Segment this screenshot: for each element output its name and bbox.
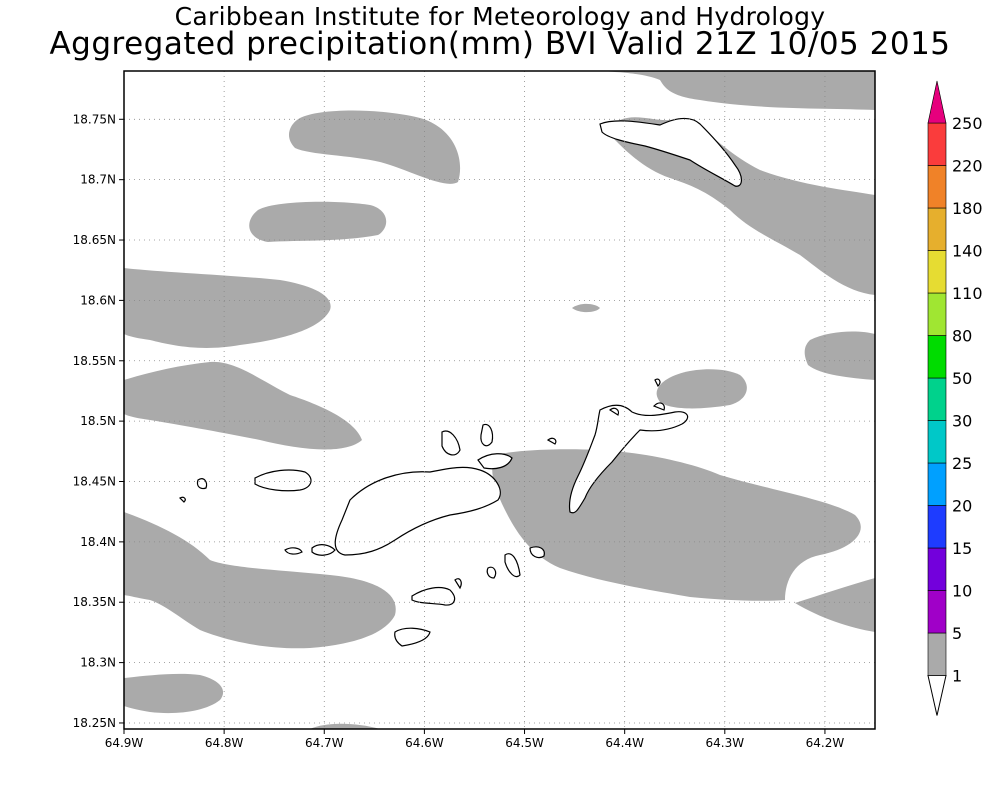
precip-area-west-1 — [124, 268, 331, 348]
colorbar-level-label: 25 — [952, 454, 972, 473]
colorbar-segment — [927, 632, 947, 676]
prickly-pear-island — [652, 402, 665, 411]
colorbar-segment — [927, 505, 947, 549]
fallen-jerusalem-island — [546, 437, 557, 445]
x-tick-label: 64.4W — [605, 736, 644, 750]
precip-area-northeast — [600, 71, 875, 110]
precip-area-west-2 — [124, 361, 362, 450]
islands — [178, 117, 742, 647]
colorbar-segment — [927, 122, 947, 166]
colorbar-level-label: 5 — [952, 624, 962, 643]
x-tick-label: 64.9W — [105, 736, 144, 750]
colorbar-level-label: 80 — [952, 327, 972, 346]
x-tick-label: 64.6W — [405, 736, 444, 750]
colorbar-segment — [927, 590, 947, 634]
x-tick-label: 64.7W — [305, 736, 344, 750]
cooper-island — [504, 553, 521, 578]
peter-island — [411, 586, 456, 606]
mosquito-island — [608, 407, 620, 416]
colorbar-segment — [927, 207, 947, 251]
colorbar-level-label: 250 — [952, 114, 983, 133]
necker-island — [654, 378, 661, 388]
colorbar-segment — [927, 250, 947, 294]
colorbar-segment — [927, 165, 947, 209]
colorbar-level-label: 1 — [952, 667, 962, 686]
x-axis-ticks: 64.9W 64.8W 64.7W 64.6W 64.5W 64.4W 64.3W 64.2W — [105, 729, 845, 750]
little-jost-island — [196, 478, 208, 490]
graticule — [123, 71, 875, 729]
colorbar-lower-triangle — [927, 675, 947, 716]
jost-van-dyke-island — [254, 469, 312, 492]
precip-area-tortola-north — [610, 117, 875, 295]
colorbar-level-label: 30 — [952, 412, 972, 431]
great-thatch-island — [284, 547, 303, 555]
beef-island — [477, 453, 513, 470]
colorbar-level-label: 20 — [952, 497, 972, 516]
y-tick-label: 18.35N — [73, 595, 116, 609]
precip-area-cloud-east — [656, 369, 747, 409]
precip-area-small-dot — [572, 303, 600, 313]
y-tick-label: 18.25N — [73, 716, 116, 730]
y-tick-label: 18.3N — [80, 656, 116, 670]
y-tick-label: 18.7N — [80, 173, 116, 187]
colorbar-level-label: 10 — [952, 582, 972, 601]
west-end-island — [311, 544, 336, 556]
colorbar-segment — [927, 335, 947, 379]
tortola-island — [334, 466, 501, 556]
precip-area-south-1 — [124, 673, 224, 714]
colorbar-level-label: 180 — [952, 199, 983, 218]
y-tick-label: 18.55N — [73, 354, 116, 368]
colorbar-upper-triangle — [927, 80, 947, 124]
colorbar-level-label: 140 — [952, 242, 983, 261]
y-tick-label: 18.4N — [80, 535, 116, 549]
great-camanoe-island — [480, 423, 494, 447]
colorbar-level-label: 110 — [952, 284, 983, 303]
y-tick-label: 18.6N — [80, 293, 116, 307]
x-tick-label: 64.2W — [806, 736, 845, 750]
y-tick-label: 18.75N — [73, 112, 116, 126]
colorbar-segment — [927, 377, 947, 421]
virgin-gorda-island — [568, 404, 689, 514]
map-title: Caribbean Institute for Meteorology and … — [174, 2, 826, 31]
anegada-island — [599, 117, 742, 187]
map-subtitle: Aggregated precipitation(mm) BVI Valid 2… — [49, 26, 951, 62]
colorbar-segment — [927, 547, 947, 591]
precip-area-cloud-2 — [249, 201, 387, 242]
colorbar-level-label: 50 — [952, 369, 972, 388]
y-tick-label: 18.5N — [80, 414, 116, 428]
ginger-island — [529, 546, 545, 559]
colorbar-level-label: 220 — [952, 157, 983, 176]
precip-area-east-1 — [804, 331, 875, 380]
colorbar-segment — [927, 292, 947, 336]
sandy-cay-island — [178, 496, 186, 503]
x-tick-label: 64.3W — [706, 736, 745, 750]
y-tick-label: 18.45N — [73, 474, 116, 488]
salt-island — [486, 566, 497, 579]
norman-island — [394, 627, 431, 647]
y-tick-label: 18.65N — [73, 233, 116, 247]
map-frame — [123, 70, 876, 730]
x-tick-label: 64.8W — [205, 736, 244, 750]
colorbar-level-label: 15 — [952, 539, 972, 558]
precip-area-cloud-1 — [288, 110, 461, 184]
guana-island — [441, 430, 461, 456]
y-axis-ticks: 18.75N 18.7N 18.65N 18.6N 18.55N 18.5N 18.45N 1… — [73, 112, 124, 730]
precip-area-south-2 — [310, 723, 380, 729]
precipitation-areas — [124, 71, 875, 729]
x-tick-label: 64.5W — [505, 736, 544, 750]
dead-chest-island — [454, 578, 462, 590]
precip-area-southwest — [124, 512, 396, 649]
colorbar-segment — [927, 462, 947, 506]
precip-area-southeast — [795, 578, 875, 632]
colorbar-segment — [927, 420, 947, 464]
